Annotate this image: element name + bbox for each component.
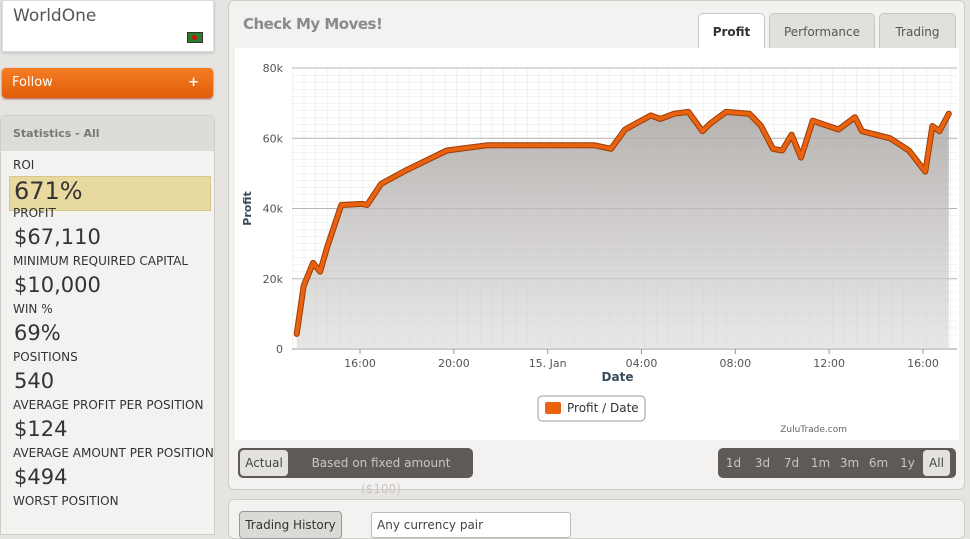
- y-axis-label: Profit: [241, 191, 254, 225]
- x-tick-label: 20:00: [438, 357, 470, 370]
- stat-value: $67,110: [14, 225, 101, 249]
- y-tick-label: 20k: [263, 273, 284, 286]
- line: [294, 109, 951, 336]
- profile-card: WorldOne: [2, 0, 214, 52]
- x-axis-label: Date: [602, 370, 634, 384]
- follow-button[interactable]: Follow +: [2, 68, 213, 98]
- stat-label: ROI: [13, 158, 35, 172]
- x-tick-label: 08:00: [719, 357, 751, 370]
- history-panel: Trading History Any currency pair: [228, 499, 965, 539]
- tab[interactable]: Profit: [698, 13, 765, 48]
- follow-icon: +: [188, 75, 199, 90]
- chart-area: ZuluTrade.com 0 20k 40k 60k 80k 16:00 20:00 15.…: [235, 48, 959, 440]
- stat-label: MINIMUM REQUIRED CAPITAL: [13, 254, 189, 268]
- legend-box: [537, 395, 646, 422]
- tab[interactable]: Performance: [769, 13, 875, 48]
- range-option[interactable]: 1m: [810, 456, 831, 470]
- y-tick-label: 60k: [263, 132, 284, 145]
- x-tick-label: 04:00: [626, 357, 658, 370]
- x-tick-label: 15. Jan: [529, 357, 567, 370]
- legend-swatch: [545, 402, 561, 414]
- stat-value: $494: [14, 465, 68, 489]
- trader-name: WorldOne: [13, 6, 97, 26]
- x-tick-label: 16:00: [907, 357, 939, 370]
- range-option[interactable]: All: [923, 450, 950, 476]
- credit: ZuluTrade.com: [780, 425, 847, 435]
- stat-value: 540: [14, 369, 55, 393]
- range-option[interactable]: 3d: [754, 456, 771, 470]
- currency-filter[interactable]: Any currency pair: [371, 512, 571, 538]
- stat-label: WORST POSITION: [13, 494, 119, 508]
- tab[interactable]: Trading: [879, 13, 956, 48]
- stat-value: 69%: [14, 321, 61, 345]
- area-fill: [296, 111, 949, 349]
- series-group: [293, 108, 952, 349]
- range-option[interactable]: 1y: [900, 456, 915, 470]
- stat-value: 671%: [14, 177, 83, 205]
- y-tick-label: 80k: [263, 62, 284, 75]
- y-tick-label: 0: [276, 343, 283, 356]
- flag: [187, 32, 203, 43]
- follow-label: Follow: [12, 75, 53, 90]
- range-option[interactable]: 6m: [868, 456, 889, 470]
- roi-highlight: [9, 176, 211, 211]
- range-selector: 1d 3d 7d 1m 3m 6m 1y All: [718, 448, 956, 478]
- stat-value: $10,000: [14, 273, 101, 297]
- mode-option[interactable]: Based on fixed amount ($100): [311, 456, 451, 496]
- legend-label: Profit / Date: [567, 401, 639, 415]
- y-tick-label: 40k: [263, 203, 284, 216]
- stat-label: AVERAGE PROFIT PER POSITION: [13, 398, 204, 412]
- range-option[interactable]: 3m: [839, 456, 860, 470]
- stat-label: POSITIONS: [13, 350, 78, 364]
- statistics-panel: Statistics - All ROI 671% PROFIT $67,110 MIN…: [0, 115, 215, 535]
- x-tick-label: 16:00: [344, 357, 376, 370]
- range-option[interactable]: 1d: [725, 456, 742, 470]
- main-panel: Check My Moves! ZuluTrade.com 0 20k 40k 60k…: [228, 0, 965, 496]
- x-tick-label: 12:00: [813, 357, 845, 370]
- chart: ZuluTrade.com 0 20k 40k 60k 80k 16:00 20:00 15.…: [241, 62, 957, 435]
- range-option[interactable]: 7d: [783, 456, 800, 470]
- mode-toggle: Actual Based on fixed amount ($100): [238, 448, 473, 496]
- stat-label: WIN %: [13, 302, 53, 316]
- stat-label: AVERAGE AMOUNT PER POSITION: [13, 446, 214, 460]
- mode-option[interactable]: Actual: [240, 450, 288, 476]
- trading-history-button[interactable]: Trading History: [239, 511, 342, 539]
- stat-value: $124: [14, 417, 68, 441]
- statistics-title: Statistics - All: [1, 116, 214, 151]
- stat-label: PROFIT: [13, 206, 56, 220]
- panel-title: Check My Moves!: [243, 15, 383, 33]
